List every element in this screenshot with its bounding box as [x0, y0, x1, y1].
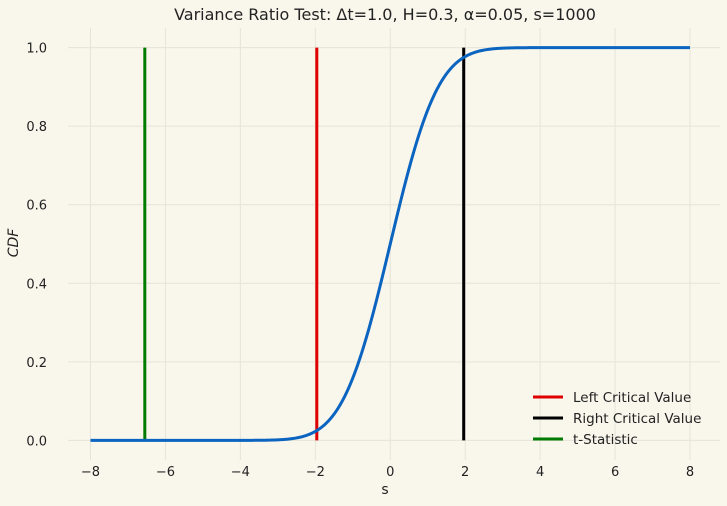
x-tick-label: 4: [536, 465, 544, 480]
cdf-curve: [90, 46, 691, 442]
y-tick-label: 0.4: [26, 277, 47, 292]
x-tick-label: −8: [81, 465, 100, 480]
legend-label: Left Critical Value: [573, 390, 691, 406]
legend-label: t-Statistic: [573, 432, 638, 448]
y-tick-label: 0.8: [26, 120, 47, 135]
y-axis-ticks: 0.0 0.2 0.4 0.6 0.8 1.0: [26, 42, 47, 450]
x-tick-label: 2: [461, 465, 469, 480]
x-tick-label: 8: [686, 465, 694, 480]
legend: Left Critical Value Right Critical Value t…: [533, 390, 701, 448]
x-axis-ticks: −8 −6 −4 −2 0 2 4 6 8: [81, 465, 694, 480]
y-axis-label: CDF: [6, 228, 22, 258]
y-tick-label: 1.0: [26, 42, 47, 57]
y-tick-label: 0.6: [26, 199, 47, 214]
legend-label: Right Critical Value: [573, 411, 701, 427]
x-tick-label: 6: [611, 465, 619, 480]
x-tick-label: −4: [231, 465, 250, 480]
x-tick-label: −6: [156, 465, 175, 480]
x-tick-label: −2: [306, 465, 325, 480]
grid: [68, 28, 720, 460]
plot-area: [90, 46, 691, 442]
x-axis-label: s: [381, 482, 388, 498]
x-tick-label: 0: [386, 465, 394, 480]
y-tick-label: 0.2: [26, 356, 47, 371]
y-tick-label: 0.0: [26, 434, 47, 449]
chart-title: Variance Ratio Test: Δt=1.0, H=0.3, α=0.…: [174, 5, 596, 24]
